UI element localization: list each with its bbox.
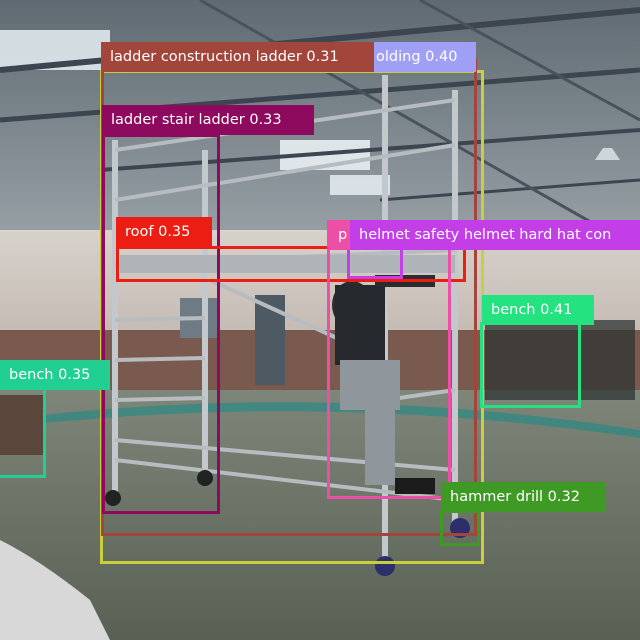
- scaffolding-label: olding 0.40: [374, 42, 476, 72]
- person-box: [327, 245, 451, 499]
- bench-left-box: [0, 386, 46, 478]
- ladder-stair-label: ladder stair ladder 0.33: [102, 105, 314, 135]
- hammer-drill-label: hammer drill 0.32: [441, 482, 606, 512]
- bench-right-box: [480, 322, 581, 408]
- bench-right-label: bench 0.41: [482, 295, 594, 325]
- helmet-box: [347, 247, 403, 279]
- ladder-construction-label: ladder construction ladder 0.31: [101, 42, 374, 72]
- roof-label: roof 0.35: [116, 217, 212, 247]
- person-label: p: [327, 220, 351, 250]
- hammer-drill-box: [440, 510, 480, 546]
- roof-box: [116, 246, 466, 282]
- ladder-stair-box: [102, 134, 220, 514]
- bench-left-label: bench 0.35: [0, 360, 110, 390]
- helmet-label: helmet safety helmet hard hat con: [350, 220, 640, 250]
